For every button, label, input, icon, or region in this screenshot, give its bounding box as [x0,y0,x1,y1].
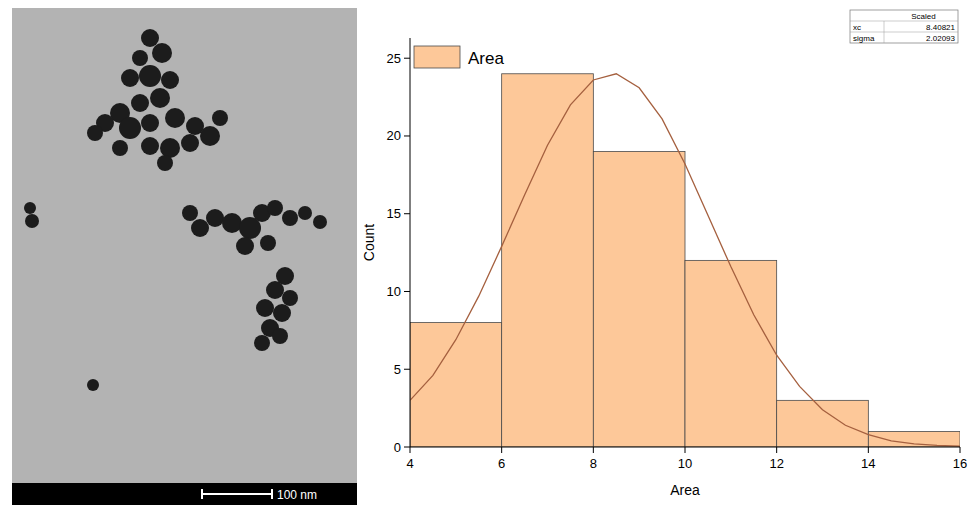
y-tick [404,135,410,136]
micrograph: 100 nm [12,8,357,505]
legend-label: Area [468,49,504,68]
particle [256,299,274,317]
x-tick-label: 4 [406,456,413,471]
particle [254,335,270,351]
x-tick [501,447,502,453]
x-tick [685,447,686,453]
particle [160,138,180,158]
fit-table-rule [884,21,885,43]
fit-table-key: sigma [853,34,875,43]
particle [267,200,283,216]
histogram-bar [502,74,594,447]
particle [112,140,128,156]
fit-table: Scaled xc 8.40821 sigma 2.02093 [850,10,958,43]
particle [260,235,276,251]
legend-swatch [414,46,460,68]
y-tick [404,369,410,370]
y-tick-label: 5 [394,362,401,377]
y-axis-title: Count [361,224,377,261]
particle [24,202,36,214]
fit-table-value: 8.40821 [926,23,955,32]
y-tick-label: 10 [387,284,401,299]
axes: 4 6 8 10 12 14 16 0 5 10 15 20 25 Area Count [361,38,967,498]
y-tick [404,447,410,448]
particle [266,281,284,299]
y-tick-label: 25 [387,51,401,66]
particle [25,214,39,228]
particle [121,69,139,87]
particle [182,205,198,221]
y-tick [404,213,410,214]
scale-bar-end [271,489,273,499]
particle [222,213,242,233]
particle [206,209,224,227]
x-tick [960,447,961,453]
particle [131,94,149,112]
micrograph-ground [12,8,357,505]
particle [313,215,327,229]
particle [165,108,185,128]
x-tick [776,447,777,453]
particle [200,126,220,146]
y-tick [404,58,410,59]
particle [161,71,179,89]
fit-table-key: xc [853,23,861,32]
particle [212,110,228,126]
histogram-bar [868,431,960,447]
x-tick [868,447,869,453]
y-axis-line [410,38,411,447]
legend: Area [414,46,504,68]
particle [282,210,298,226]
particle [141,29,159,47]
y-tick-label: 15 [387,206,401,221]
fit-table-rule [850,32,958,33]
x-axis-title: Area [670,482,700,498]
fit-table-rule [850,21,958,22]
particle [272,328,288,344]
x-tick [410,447,411,453]
particle [141,114,159,132]
particle [139,65,161,87]
fit-table-value: 2.02093 [926,34,955,43]
y-tick-label: 0 [394,440,401,455]
histogram-bar [777,400,869,447]
particle [87,379,99,391]
x-tick-label: 14 [861,456,875,471]
fit-table-title: Scaled [911,12,935,21]
x-tick [593,447,594,453]
x-tick-label: 10 [678,456,692,471]
particle [87,125,103,141]
particle [236,237,254,255]
particle [157,155,173,171]
particle [150,88,170,108]
scale-bar-label: 100 nm [277,488,317,502]
particle [298,206,312,220]
x-tick-label: 6 [498,456,505,471]
particle [132,50,148,66]
scale-bar [202,493,272,495]
fit-table-frame [850,10,958,43]
x-tick-label: 12 [769,456,783,471]
scale-bar-end [201,489,203,499]
particle [119,117,141,139]
particle [191,219,209,237]
particle [152,43,172,63]
y-tick [404,291,410,292]
histogram-bar [685,260,777,447]
x-tick-label: 16 [953,456,967,471]
histogram-bar [593,152,685,447]
x-tick-label: 8 [590,456,597,471]
particle [181,134,199,152]
plot-area [410,74,960,447]
scale-bar-strip [12,483,357,505]
fit-curve [410,74,960,446]
particle [273,304,291,322]
y-tick-label: 20 [387,128,401,143]
particle [141,137,159,155]
particle [282,290,298,306]
